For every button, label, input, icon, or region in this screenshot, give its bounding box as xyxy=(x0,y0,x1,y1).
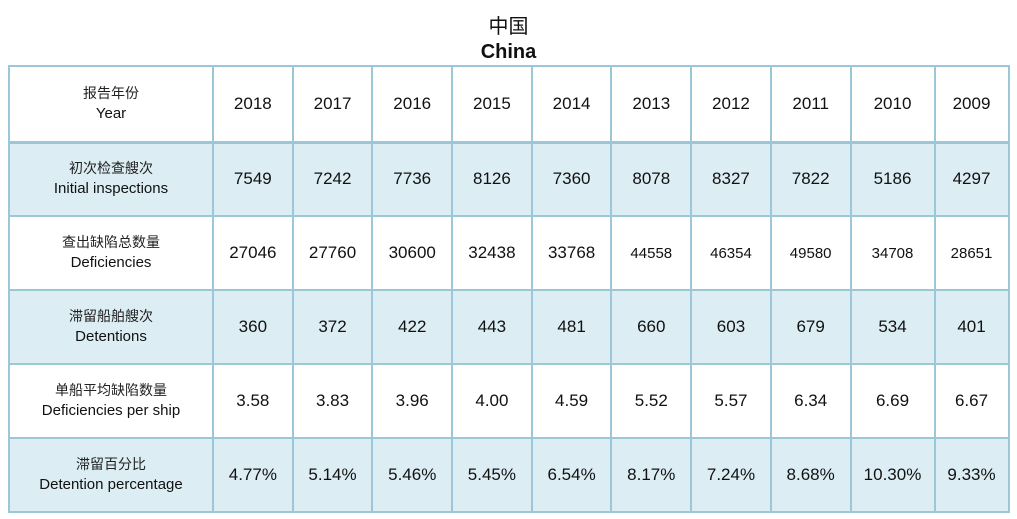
page-title-english: China xyxy=(480,41,537,63)
table-cell: 360 xyxy=(212,289,294,365)
table-cell: 28651 xyxy=(933,215,1010,291)
table-cell: 8078 xyxy=(610,141,693,217)
header-label-cell: 报告年份 Year xyxy=(8,65,214,144)
year-header-cell: 2017 xyxy=(291,65,374,144)
table-cell: 4.59 xyxy=(530,363,613,439)
table-cell: 8126 xyxy=(451,141,533,217)
row-label-english: Deficiencies per ship xyxy=(41,402,181,419)
row-label-english: Initial inspections xyxy=(53,180,169,198)
table-cell: 44558 xyxy=(610,215,693,291)
table-cell: 30600 xyxy=(371,215,454,291)
table-cell: 8.17% xyxy=(610,437,693,513)
year-header-cell: 2014 xyxy=(530,65,613,144)
table-cell: 4297 xyxy=(933,141,1010,217)
table-cell: 7242 xyxy=(291,141,374,217)
table-cell: 401 xyxy=(933,289,1010,365)
table-cell: 5.57 xyxy=(690,363,772,439)
table-cell: 9.33% xyxy=(933,437,1010,513)
table-cell: 5.46% xyxy=(371,437,454,513)
table-cell: 422 xyxy=(371,289,454,365)
row-label-cell: 单船平均缺陷数量 Deficiencies per ship xyxy=(8,363,214,439)
table-cell: 8.68% xyxy=(769,437,852,513)
table-cell: 7736 xyxy=(371,141,454,217)
row-label-chinese: 单船平均缺陷数量 xyxy=(55,383,167,399)
table-cell: 6.34 xyxy=(769,363,852,439)
row-label-cell: 滞留百分比 Detention percentage xyxy=(8,437,214,513)
table-cell: 4.77% xyxy=(212,437,294,513)
table-row-detentions: 滞留船舶艘次 Detentions 360 372 422 443 481 66… xyxy=(8,289,1010,365)
table-cell: 49580 xyxy=(769,215,852,291)
table-cell: 3.58 xyxy=(212,363,294,439)
year-header-cell: 2010 xyxy=(849,65,936,144)
year-header-cell: 2016 xyxy=(371,65,454,144)
year-header-cell: 2018 xyxy=(212,65,294,144)
table-row-deficiencies-per-ship: 单船平均缺陷数量 Deficiencies per ship 3.58 3.83… xyxy=(8,363,1010,439)
table-row-deficiencies: 查出缺陷总数量 Deficiencies 27046 27760 30600 3… xyxy=(8,215,1010,291)
year-header-cell: 2012 xyxy=(690,65,772,144)
inspection-statistics-table: 报告年份 Year 2018 2017 2016 2015 2014 2013 … xyxy=(8,65,1010,513)
table-cell: 6.69 xyxy=(849,363,936,439)
table-row-initial-inspections: 初次检查艘次 Initial inspections 7549 7242 773… xyxy=(8,141,1010,217)
table-cell: 6.54% xyxy=(530,437,613,513)
table-cell: 4.00 xyxy=(451,363,533,439)
table-cell: 34708 xyxy=(849,215,936,291)
table-cell: 7360 xyxy=(530,141,613,217)
table-cell: 6.67 xyxy=(933,363,1010,439)
table-cell: 32438 xyxy=(451,215,533,291)
table-cell: 46354 xyxy=(690,215,772,291)
row-label-english: Detentions xyxy=(75,328,147,345)
table-cell: 7.24% xyxy=(690,437,772,513)
table-cell: 660 xyxy=(610,289,693,365)
table-cell: 443 xyxy=(451,289,533,365)
table-header-row: 报告年份 Year 2018 2017 2016 2015 2014 2013 … xyxy=(8,65,1010,144)
page-title-chinese: 中国 xyxy=(488,14,529,38)
table-cell: 7822 xyxy=(769,141,852,217)
table-cell: 5186 xyxy=(849,141,936,217)
row-label-english: Detention percentage xyxy=(39,476,183,493)
table-cell: 7549 xyxy=(212,141,294,217)
year-header-cell: 2013 xyxy=(610,65,693,144)
header-label-english: Year xyxy=(95,104,127,122)
table-cell: 5.45% xyxy=(451,437,533,513)
table-cell: 603 xyxy=(690,289,772,365)
header-label-chinese: 报告年份 xyxy=(83,85,139,102)
table-cell: 5.52 xyxy=(610,363,693,439)
row-label-chinese: 查出缺陷总数量 xyxy=(62,235,160,251)
table-cell: 5.14% xyxy=(291,437,374,513)
year-header-cell: 2009 xyxy=(933,65,1010,144)
page-title-block: 中国 China xyxy=(0,14,1017,64)
table-cell: 372 xyxy=(291,289,374,365)
table-cell: 10.30% xyxy=(849,437,936,513)
year-header-cell: 2015 xyxy=(451,65,533,144)
table-cell: 27046 xyxy=(212,215,294,291)
row-label-chinese: 滞留百分比 xyxy=(76,457,146,473)
table-cell: 534 xyxy=(849,289,936,365)
row-label-chinese: 初次检查艘次 xyxy=(69,161,153,178)
table-cell: 3.83 xyxy=(291,363,374,439)
row-label-cell: 查出缺陷总数量 Deficiencies xyxy=(8,215,214,291)
table-cell: 481 xyxy=(530,289,613,365)
table-cell: 3.96 xyxy=(371,363,454,439)
table-row-detention-percentage: 滞留百分比 Detention percentage 4.77% 5.14% 5… xyxy=(8,437,1010,513)
table-cell: 679 xyxy=(769,289,852,365)
row-label-cell: 滞留船舶艘次 Detentions xyxy=(8,289,214,365)
table-cell: 27760 xyxy=(291,215,374,291)
row-label-chinese: 滞留船舶艘次 xyxy=(69,309,153,325)
year-header-cell: 2011 xyxy=(769,65,852,144)
row-label-english: Deficiencies xyxy=(70,254,152,271)
table-cell: 8327 xyxy=(690,141,772,217)
table-cell: 33768 xyxy=(530,215,613,291)
row-label-cell: 初次检查艘次 Initial inspections xyxy=(8,141,214,217)
